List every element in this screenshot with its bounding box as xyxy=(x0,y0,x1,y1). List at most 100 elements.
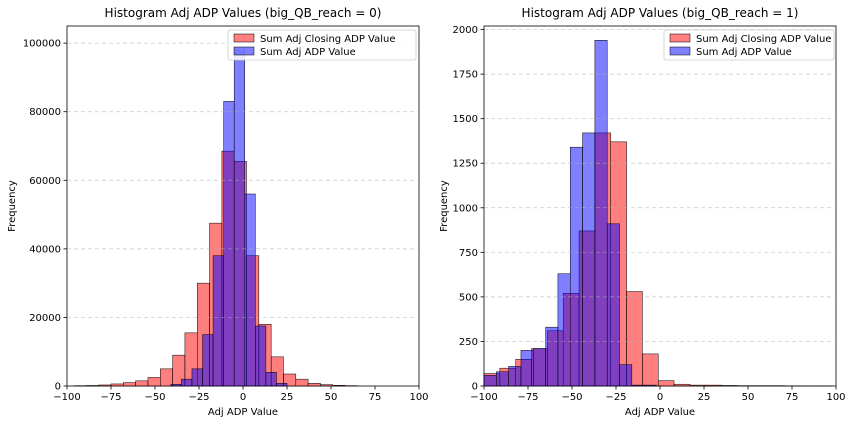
histogram-bar-adp-left xyxy=(223,101,235,387)
histogram-bar-closing-right xyxy=(721,385,738,387)
histogram-bar-closing-right xyxy=(705,384,722,387)
histogram-bar-adp-right xyxy=(606,223,620,387)
histogram-bar-closing-left xyxy=(307,383,321,387)
x-tick-label-right: 0 xyxy=(657,392,663,403)
x-axis-label-right: Adj ADP Value xyxy=(625,407,695,418)
histogram-bar-adp-left xyxy=(233,49,246,387)
legend-label-adp-right: Sum Adj ADP Value xyxy=(696,47,792,58)
x-tick-label-left: 75 xyxy=(369,392,382,403)
x-tick-label-right: 25 xyxy=(698,392,711,403)
plot-frame-right xyxy=(483,25,837,387)
legend-label-adp-left: Sum Adj ADP Value xyxy=(260,47,356,58)
y-tick-label-left: 80000 xyxy=(29,107,61,118)
y-tick-label-left: 60000 xyxy=(29,176,61,187)
histogram-bar-adp-right xyxy=(643,384,657,387)
histogram-bar-closing-right xyxy=(689,384,707,387)
bars-left xyxy=(73,49,358,387)
x-tick-label-right: 100 xyxy=(826,392,845,403)
x-tick-label-left: −50 xyxy=(144,392,165,403)
y-ticks-left: 0 20000 40000 60000 80000 100000 xyxy=(23,39,67,393)
histogram-bar-adp-right xyxy=(483,375,497,387)
histogram-bar-adp-right xyxy=(520,350,534,387)
bars-right xyxy=(483,40,833,387)
histogram-bar-closing-left xyxy=(86,385,99,387)
histogram-bar-closing-left xyxy=(295,378,309,387)
histogram-bar-closing-left xyxy=(110,383,124,387)
histogram-bar-closing-left xyxy=(98,384,112,387)
y-tick-label-right: 250 xyxy=(459,337,478,348)
histogram-bar-adp-left xyxy=(255,325,267,387)
chart-title-left: Histogram Adj ADP Values (big_QB_reach =… xyxy=(105,6,382,20)
chart-title-right: Histogram Adj ADP Values (big_QB_reach =… xyxy=(522,6,799,20)
legend-box-left xyxy=(227,29,417,61)
y-ticks-right: 0 250 500 750 1000 1250 1500 1750 2000 xyxy=(453,25,484,393)
histogram-bar-adp-left xyxy=(181,378,193,387)
histogram-bar-adp-right xyxy=(631,384,645,387)
y-tick-label-right: 500 xyxy=(459,292,478,303)
histogram-bar-adp-left xyxy=(276,383,288,387)
histogram-bar-adp-left xyxy=(265,372,277,387)
y-tick-label-right: 1250 xyxy=(453,159,478,170)
histogram-bar-adp-right xyxy=(545,326,559,387)
y-tick-label-left: 100000 xyxy=(23,39,61,50)
histogram-bar-adp-left xyxy=(202,334,214,387)
y-tick-label-right: 0 xyxy=(472,382,478,393)
x-tick-label-right: 50 xyxy=(742,392,755,403)
y-tick-label-right: 2000 xyxy=(453,25,478,36)
x-tick-label-left: 25 xyxy=(281,392,294,403)
y-tick-label-right: 1000 xyxy=(453,203,478,214)
histogram-bar-adp-right xyxy=(557,273,571,387)
histogram-bar-closing-left xyxy=(332,385,346,387)
legend-box-right xyxy=(663,29,835,61)
legend-swatch-adp-right xyxy=(669,46,691,56)
histogram-bar-adp-left xyxy=(191,368,203,387)
histogram-bar-adp-right xyxy=(569,146,583,387)
legend-swatch-adp-left xyxy=(233,46,255,56)
histogram-bar-closing-left xyxy=(135,380,149,387)
histogram-bar-closing-left xyxy=(320,384,334,387)
y-tick-label-left: 20000 xyxy=(29,313,61,324)
legend-swatch-closing-right xyxy=(669,33,691,43)
x-tick-label-left: 50 xyxy=(325,392,338,403)
subplot-left: −100 −75 −50 −25 0 25 50 75 100 0 20000 40000 60000… xyxy=(7,6,429,418)
legend-label-closing-right: Sum Adj Closing ADP Value xyxy=(696,34,832,45)
x-ticks-right: −100 −75 −50 −25 0 25 50 75 100 xyxy=(470,386,846,403)
x-tick-label-left: 100 xyxy=(409,392,428,403)
subplot-right: −100 −75 −50 −25 0 25 50 75 100 0 250 500 750 1000 12… xyxy=(439,6,846,418)
x-tick-label-right: 75 xyxy=(786,392,799,403)
histogram-bar-closing-left xyxy=(123,382,136,387)
x-tick-label-left: −75 xyxy=(100,392,121,403)
histogram-bar-closing-right xyxy=(673,383,691,387)
x-tick-label-left: 0 xyxy=(240,392,246,403)
x-ticks-left: −100 −75 −50 −25 0 25 50 75 100 xyxy=(53,386,429,403)
histogram-bar-closing-left xyxy=(160,368,173,387)
histogram-bar-adp-right xyxy=(619,364,633,387)
legend-left: Sum Adj Closing ADP Value Sum Adj ADP Va… xyxy=(227,29,417,61)
y-tick-label-right: 1750 xyxy=(453,70,478,81)
x-tick-label-right: −75 xyxy=(517,392,538,403)
y-tick-label-left: 0 xyxy=(55,382,61,393)
histogram-bar-adp-left xyxy=(212,255,224,387)
histogram-bar-adp-left xyxy=(244,193,256,387)
y-tick-label-left: 40000 xyxy=(29,244,61,255)
histogram-bar-adp-right xyxy=(582,132,596,387)
legend-label-closing-left: Sum Adj Closing ADP Value xyxy=(260,34,396,45)
y-axis-label-right: Frequency xyxy=(439,180,450,232)
histogram-bar-adp-left xyxy=(170,384,182,387)
x-tick-label-left: −25 xyxy=(188,392,209,403)
histogram-bar-adp-right xyxy=(533,348,546,387)
legend-right: Sum Adj Closing ADP Value Sum Adj ADP Va… xyxy=(663,29,835,61)
histogram-bar-adp-right xyxy=(508,366,522,387)
histogram-bar-closing-right xyxy=(657,380,675,387)
histogram-bar-closing-right xyxy=(642,353,659,387)
grid-right xyxy=(484,29,836,342)
y-axis-label-left: Frequency xyxy=(7,180,18,232)
x-tick-label-right: −100 xyxy=(470,392,497,403)
x-tick-label-left: −100 xyxy=(53,392,80,403)
x-tick-label-right: −50 xyxy=(561,392,582,403)
x-tick-label-right: −25 xyxy=(605,392,626,403)
histogram-bar-adp-right xyxy=(496,371,509,387)
histogram-bar-adp-right xyxy=(594,40,608,387)
legend-swatch-closing-left xyxy=(233,33,255,43)
